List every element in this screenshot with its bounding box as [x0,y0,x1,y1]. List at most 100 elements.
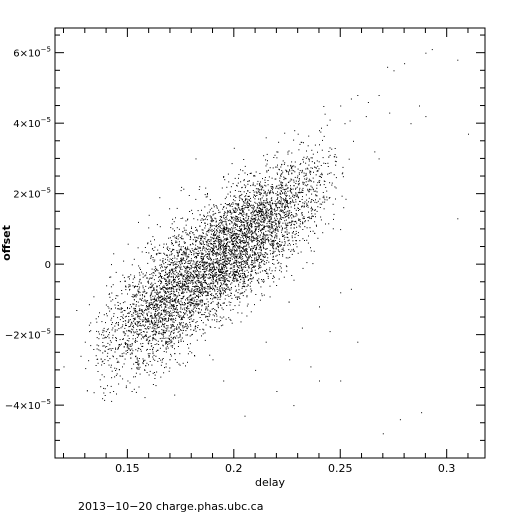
data-point [245,228,247,229]
data-point [194,267,195,269]
data-point [266,171,268,173]
data-point [240,220,242,222]
data-point [251,280,253,282]
data-point [244,207,246,209]
data-point [213,247,215,249]
data-point [180,272,182,274]
data-point [147,280,149,282]
data-point [217,282,219,284]
data-point [198,290,200,292]
data-point [219,253,221,255]
data-point [182,332,184,334]
data-point [207,294,208,296]
data-point [290,206,292,208]
data-point [262,217,264,219]
data-point [276,233,278,235]
data-point [207,223,209,225]
data-point [234,200,236,202]
data-point [305,181,307,183]
data-point [115,297,117,299]
data-point [293,227,295,229]
data-point [85,368,87,370]
data-point [99,312,100,314]
data-point [86,390,88,392]
data-point [200,284,201,286]
data-point [235,290,237,292]
data-point [124,310,126,312]
data-point [237,204,239,206]
data-point [238,247,240,249]
data-point [242,204,244,206]
data-point [298,182,300,184]
data-point [259,173,261,174]
data-point [156,289,158,291]
data-point [205,233,207,235]
data-point [192,213,193,215]
data-point [226,305,228,306]
data-point [299,240,301,242]
data-point [162,288,164,290]
data-point [261,229,263,231]
data-point [307,220,309,222]
data-point [310,247,311,249]
data-point [241,292,243,294]
data-point [284,192,285,194]
data-point [220,279,221,281]
data-point [251,248,253,250]
data-point [162,261,164,263]
data-point [227,288,229,290]
data-point [269,201,271,203]
data-point [280,209,282,211]
data-point [320,131,322,133]
data-point [174,298,176,300]
data-point [320,174,322,176]
data-point [273,241,275,243]
data-point [232,274,234,276]
data-point [216,295,218,297]
data-point [253,175,254,177]
data-point [304,217,305,219]
data-point [186,271,188,273]
data-point [185,260,187,262]
data-point [259,210,261,212]
data-point [280,218,282,220]
data-point [230,267,232,269]
data-point [278,278,280,280]
data-point [101,374,103,376]
data-point [211,225,213,227]
data-point [237,266,239,268]
data-point [295,209,297,211]
data-point [250,223,252,225]
data-point [248,216,249,218]
data-point [270,273,272,274]
data-point [263,280,265,282]
data-point [259,229,261,231]
data-point [225,222,227,224]
data-point [218,275,219,277]
data-point [218,223,219,225]
data-point [203,267,205,269]
data-point [292,200,294,202]
data-point [270,238,272,240]
data-point [201,209,202,211]
data-point [90,345,92,347]
data-point [287,237,289,239]
data-point [200,291,202,293]
data-point [216,321,218,323]
data-point [317,206,319,208]
data-point [255,273,257,275]
data-point [239,199,240,201]
data-point [292,195,294,197]
data-point [291,275,293,276]
data-point [229,318,231,320]
data-point [178,303,180,304]
data-point [236,233,238,235]
data-point [152,317,154,319]
data-point [133,309,135,311]
data-point [282,210,284,212]
data-point [151,317,153,319]
data-point [192,308,194,310]
data-point [208,254,210,256]
data-point [342,166,344,168]
data-point [291,222,293,224]
